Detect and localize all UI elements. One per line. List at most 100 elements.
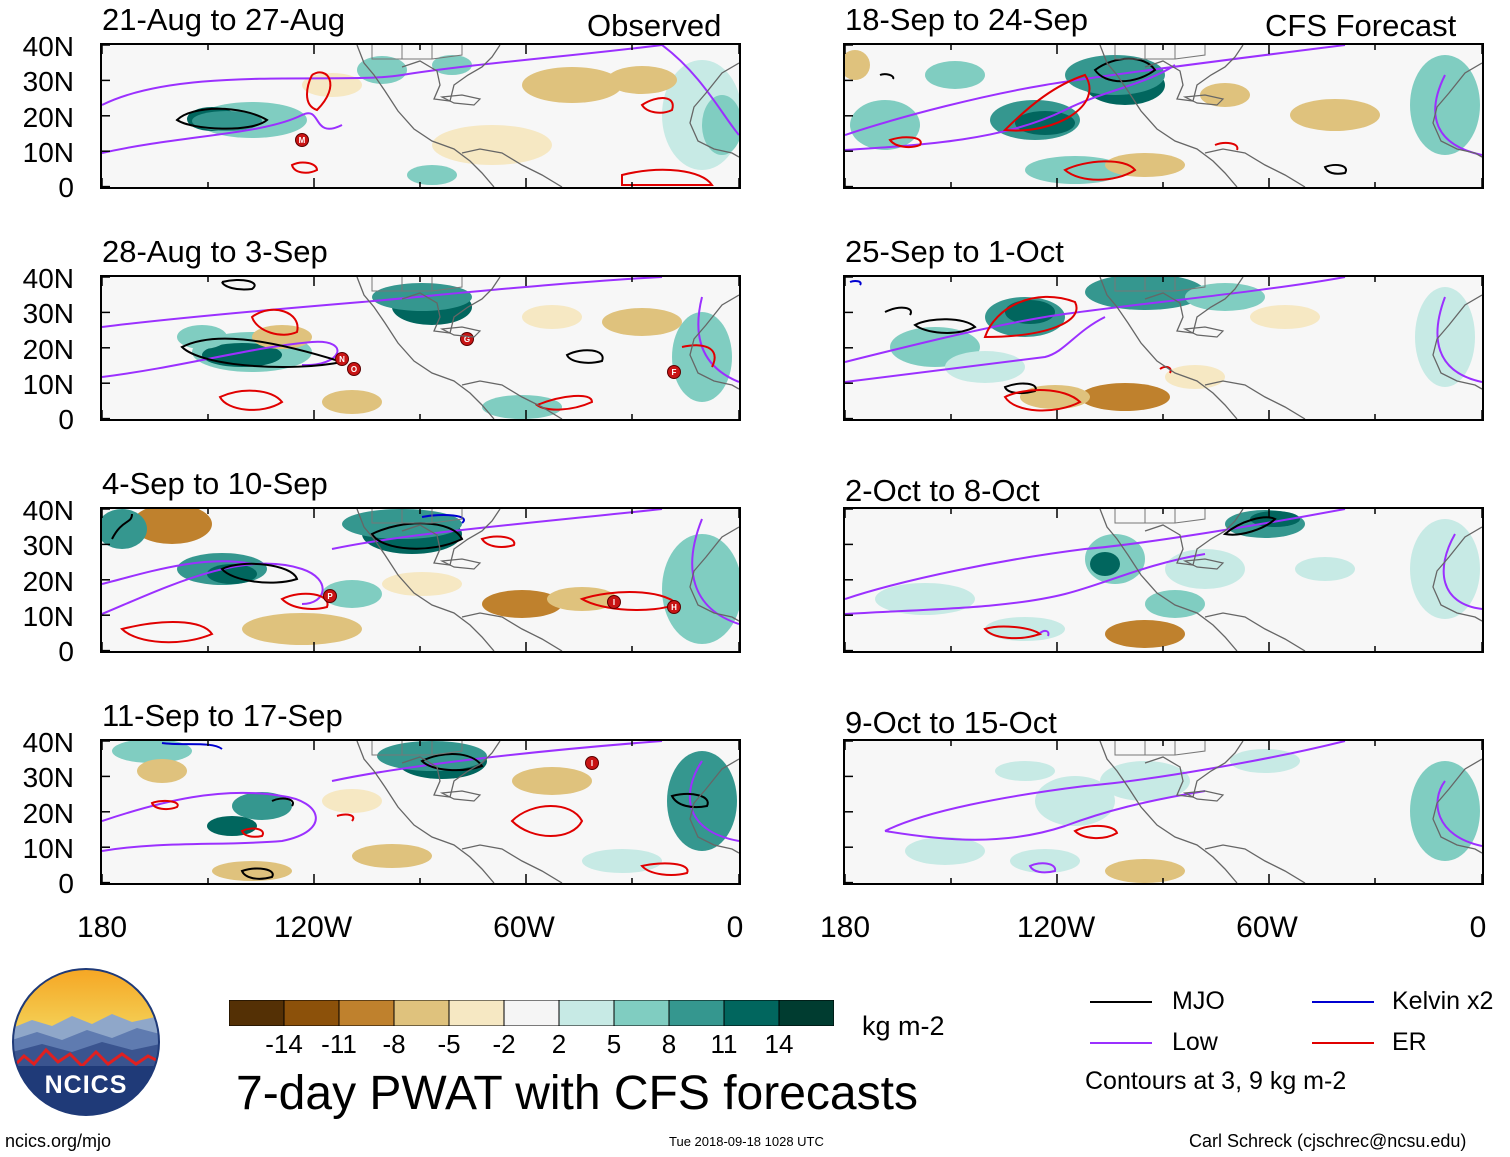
contour-line [1002, 73, 1091, 132]
map-layers [845, 741, 1482, 883]
contour-line [161, 742, 223, 750]
map-canvas [845, 509, 1482, 651]
coastline [1432, 294, 1482, 390]
storm-marker-icon [347, 362, 361, 376]
map-canvas: M [102, 45, 739, 187]
x-tick-label: 0 [1469, 911, 1487, 944]
pwat-anomaly-blob [702, 95, 739, 155]
contour-line [1214, 141, 1239, 151]
storm-marker-label: N [339, 355, 345, 364]
pwat-anomaly-blob [672, 312, 732, 402]
contour-line [640, 862, 689, 876]
coastline [1432, 62, 1482, 158]
colorbar-tick-label: 14 [764, 1029, 794, 1059]
border-lines [1114, 45, 1206, 60]
pwat-anomaly-blob [667, 751, 737, 851]
island [1182, 558, 1225, 570]
contour-line [1039, 629, 1050, 637]
contour-line [884, 741, 1346, 832]
coastline [461, 612, 563, 651]
x-tick-label: 120W [273, 911, 353, 944]
colorbar-tick-label: -5 [437, 1029, 461, 1059]
storm-marker-icon [667, 365, 681, 379]
pwat-anomaly-blob [1410, 519, 1480, 619]
contour-line [689, 760, 739, 842]
legend-er-label: ER [1392, 1028, 1427, 1056]
pwat-anomaly-blob [945, 351, 1025, 383]
contour-line [983, 296, 1078, 339]
contour-line [370, 522, 464, 550]
map-layers: P I H [102, 509, 739, 651]
map-layers [845, 509, 1482, 651]
pwat-anomaly-blob [1015, 111, 1075, 135]
coastline [1432, 758, 1482, 854]
x-tick-label: 60W [1236, 911, 1298, 944]
island [439, 790, 482, 802]
contour-line [1436, 296, 1482, 383]
colorbar-tick-label: 11 [710, 1029, 738, 1059]
panel-title-5: 18-Sep to 24-Sep [845, 2, 1089, 37]
y-tick-label: 20N [22, 102, 74, 133]
contour-line [691, 518, 739, 625]
colorbar-tick-label: -2 [492, 1029, 516, 1059]
pwat-anomaly-blob [207, 816, 257, 836]
y-tick-label: 30N [22, 762, 74, 793]
contour-line [290, 161, 319, 174]
colorbar-units: kg m-2 [862, 1011, 945, 1041]
coastline [689, 62, 739, 158]
contour-line [102, 562, 324, 615]
pwat-anomaly-blob [1090, 552, 1120, 576]
y-tick-label: 20N [22, 798, 74, 829]
pwat-anomaly-blob [1025, 156, 1125, 184]
y-tick-label: 20N [22, 334, 74, 365]
y-tick-label: 40N [22, 31, 74, 62]
ncics-logo-text: NCICS [44, 1071, 128, 1099]
map-panel-4: I [100, 739, 741, 885]
contour-line [150, 799, 179, 811]
x-tick-label: 60W [493, 911, 555, 944]
coastline [461, 380, 563, 419]
colorbar [228, 999, 835, 1027]
contour-line [102, 45, 663, 106]
contour-line [1159, 365, 1172, 374]
pwat-anomaly-blob [112, 741, 192, 763]
y-tick-label: 10N [22, 833, 74, 864]
pwat-anomaly-blob [1200, 83, 1250, 107]
pwat-anomaly-blob [1290, 99, 1380, 131]
coastline [461, 844, 563, 883]
contour-line [306, 71, 332, 112]
contour-line [913, 318, 977, 334]
map-panel-3: P I H [100, 507, 741, 653]
pwat-anomaly-blob [1295, 557, 1355, 581]
colorbar-tick-label: 5 [606, 1029, 622, 1059]
legend-low-line [1090, 1042, 1152, 1044]
y-tick-label: 0 [58, 868, 74, 899]
colorbar-swatch [283, 999, 340, 1027]
storm-marker-label: I [613, 598, 615, 607]
border-lines [371, 45, 463, 60]
contour-line [220, 562, 299, 584]
pwat-anomaly-blob [1250, 305, 1320, 329]
panel-title-1: 21-Aug to 27-Aug [102, 2, 346, 37]
panel-title-2: 28-Aug to 3-Sep [102, 234, 328, 269]
contour-line [884, 790, 1206, 841]
coastline [689, 526, 739, 622]
colorbar-swatch [723, 999, 780, 1027]
pwat-anomaly-blob [482, 395, 562, 419]
legend-note: Contours at 3, 9 kg m-2 [1085, 1067, 1347, 1095]
coastline [356, 45, 495, 187]
map-layers [845, 277, 1482, 419]
contour-line [1073, 825, 1119, 839]
colorbar-tick-label: 8 [661, 1029, 677, 1059]
coastline [1204, 612, 1306, 651]
contour-line [1323, 164, 1347, 175]
contour-line [879, 73, 895, 80]
contour-line [621, 168, 714, 186]
storm-marker-label: H [671, 603, 677, 612]
contour-line [271, 797, 294, 807]
x-tick-label: 120W [1016, 911, 1096, 944]
pwat-anomaly-blob [1165, 549, 1245, 589]
pwat-anomaly-blob [845, 50, 870, 80]
pwat-anomaly-blob [925, 61, 985, 89]
